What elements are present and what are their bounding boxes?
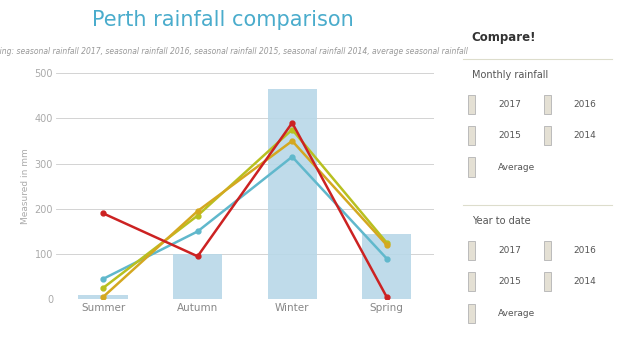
FancyBboxPatch shape bbox=[544, 95, 551, 114]
Text: 2017: 2017 bbox=[498, 246, 521, 255]
FancyBboxPatch shape bbox=[468, 241, 475, 260]
Text: Average: Average bbox=[498, 309, 535, 318]
Text: Average: Average bbox=[498, 163, 535, 172]
Text: 2017: 2017 bbox=[498, 100, 521, 109]
FancyBboxPatch shape bbox=[544, 126, 551, 145]
Text: 2014: 2014 bbox=[574, 131, 596, 140]
Text: Perth rainfall comparison: Perth rainfall comparison bbox=[92, 10, 354, 30]
Text: 2015: 2015 bbox=[498, 131, 521, 140]
Text: Showing: seasonal rainfall 2017, seasonal rainfall 2016, seasonal rainfall 2015,: Showing: seasonal rainfall 2017, seasona… bbox=[0, 47, 467, 56]
Bar bbox=[173, 254, 222, 299]
FancyBboxPatch shape bbox=[468, 126, 475, 145]
Text: Compare!: Compare! bbox=[472, 31, 536, 44]
Text: 2014: 2014 bbox=[574, 277, 596, 286]
Text: Year to date: Year to date bbox=[472, 216, 530, 226]
FancyBboxPatch shape bbox=[468, 157, 475, 177]
FancyBboxPatch shape bbox=[468, 303, 475, 323]
Text: 2016: 2016 bbox=[574, 246, 596, 255]
Y-axis label: Measured in mm: Measured in mm bbox=[21, 148, 30, 224]
FancyBboxPatch shape bbox=[468, 95, 475, 114]
FancyBboxPatch shape bbox=[544, 272, 551, 292]
FancyBboxPatch shape bbox=[468, 272, 475, 292]
Bar bbox=[268, 89, 317, 299]
Text: 2016: 2016 bbox=[574, 100, 596, 109]
FancyBboxPatch shape bbox=[544, 241, 551, 260]
Bar bbox=[362, 234, 411, 299]
Bar bbox=[79, 295, 128, 299]
Text: 2015: 2015 bbox=[498, 277, 521, 286]
Text: Monthly rainfall: Monthly rainfall bbox=[472, 70, 548, 80]
